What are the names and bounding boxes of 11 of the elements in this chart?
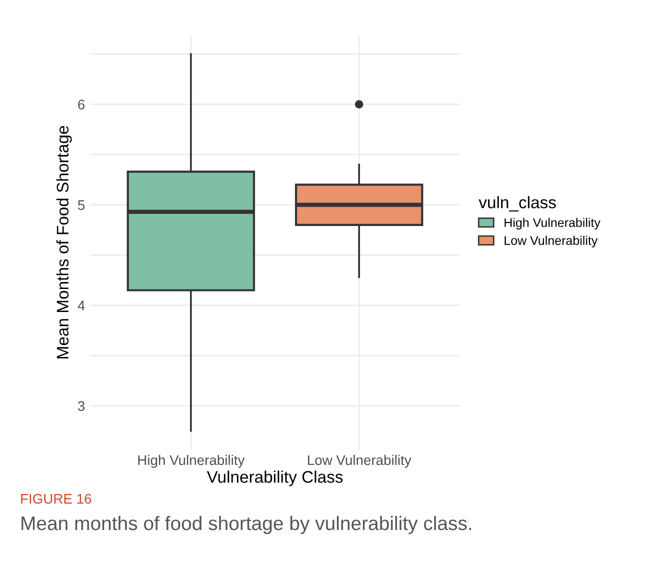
x-axis-title: Vulnerability Class <box>206 470 343 486</box>
legend-label: High Vulnerability <box>504 218 600 230</box>
y-tick-label: 3 <box>78 401 85 411</box>
y-axis-title: Mean Months of Food Shortage <box>56 126 72 358</box>
legend-label: Low Vulnerability <box>504 236 598 248</box>
text: Mean months of food shortage by vulnerability class. <box>22 516 472 534</box>
y-tick-label: 5 <box>78 200 85 210</box>
y-tick-label: 4 <box>78 300 85 310</box>
y-tick-label: 6 <box>78 100 85 110</box>
caption: FIGURE 16 <box>21 494 92 504</box>
legend-title: vuln_class <box>478 196 556 212</box>
